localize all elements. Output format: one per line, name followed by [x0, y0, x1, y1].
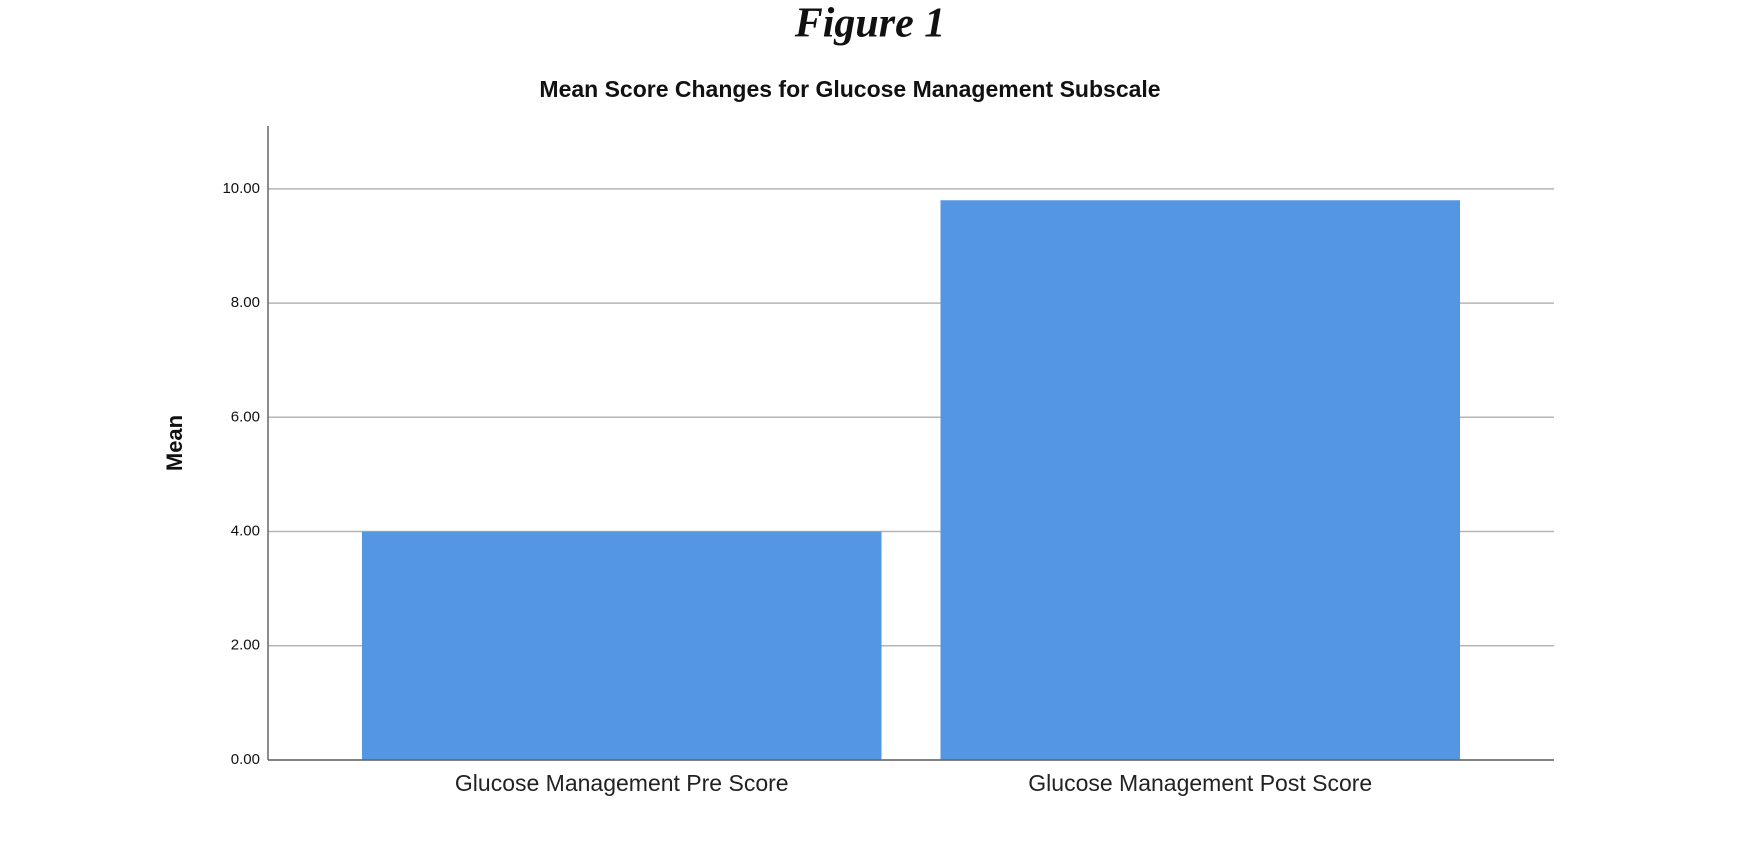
y-tick-label: 4.00 [231, 523, 260, 540]
x-tick-label: Glucose Management Pre Score [455, 770, 789, 796]
bar [940, 200, 1460, 760]
y-tick-label: 10.00 [222, 180, 260, 197]
y-tick-label: 6.00 [231, 408, 260, 425]
bar [362, 531, 882, 760]
y-axis-label: Mean [162, 415, 187, 471]
y-tick-label: 2.00 [231, 637, 260, 654]
x-tick-label: Glucose Management Post Score [1028, 770, 1372, 796]
figure-label: Figure 1 [794, 1, 946, 47]
chart-title: Mean Score Changes for Glucose Managemen… [539, 76, 1160, 102]
y-tick-label: 0.00 [231, 751, 260, 768]
y-tick-label: 8.00 [231, 294, 260, 311]
